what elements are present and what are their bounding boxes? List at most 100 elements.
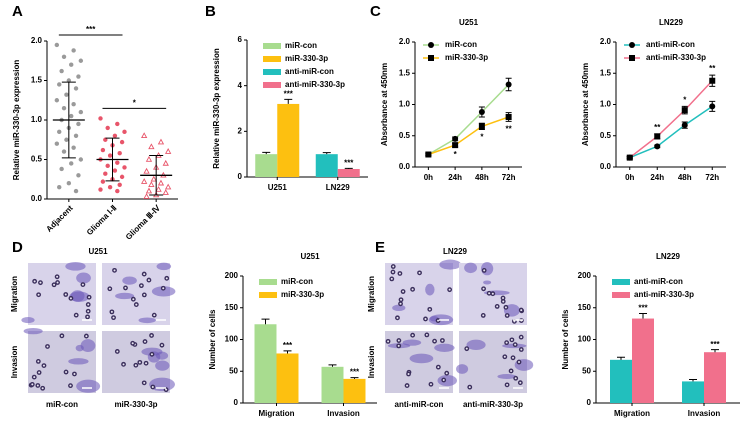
image-title: U251 xyxy=(88,247,108,256)
y-tick-label: 2.0 xyxy=(399,37,411,46)
y-tick-label: 0.5 xyxy=(399,131,411,140)
error-bar xyxy=(639,312,647,319)
pore-center xyxy=(512,356,515,359)
x-tick-label: U251 xyxy=(268,183,288,192)
series-line xyxy=(629,80,713,159)
y-tick-label: 2.0 xyxy=(600,37,612,46)
data-point xyxy=(69,113,74,119)
error-bar xyxy=(261,318,270,325)
data-point xyxy=(105,163,110,169)
marker xyxy=(452,135,459,142)
pore-center xyxy=(151,385,154,388)
pore-center xyxy=(143,293,146,296)
cell-stain xyxy=(122,276,137,285)
y-tick-label: 4 xyxy=(238,81,243,90)
marker xyxy=(681,122,688,129)
legend-swatch xyxy=(263,82,281,88)
pore-center xyxy=(396,316,399,319)
cell-stain xyxy=(69,291,90,302)
pore-center xyxy=(42,364,45,367)
pore-center xyxy=(397,344,400,347)
pore-center xyxy=(442,379,445,382)
pore-center xyxy=(86,315,89,318)
data-point xyxy=(103,171,108,176)
significance-label: *** xyxy=(350,368,360,377)
data-point xyxy=(165,148,172,154)
pore-center xyxy=(108,287,111,290)
data-point xyxy=(115,160,120,165)
pore-center xyxy=(150,353,153,356)
pore-center xyxy=(520,348,523,351)
significance-label: *** xyxy=(284,89,294,98)
marker xyxy=(654,143,661,150)
data-point xyxy=(73,86,79,91)
row-label: Migration xyxy=(367,276,376,312)
pore-center xyxy=(503,355,506,358)
y-tick-label: 50 xyxy=(229,366,238,375)
pore-center xyxy=(69,297,72,300)
pore-center xyxy=(150,334,153,337)
legend-label: miR-con xyxy=(281,277,313,286)
pore-center xyxy=(75,314,78,317)
sd-bar xyxy=(105,137,120,182)
data-point xyxy=(107,184,113,190)
data-point xyxy=(119,139,125,145)
pore-center xyxy=(510,338,513,341)
pore-center xyxy=(60,334,63,337)
data-point xyxy=(145,155,153,162)
pore-center xyxy=(488,292,491,295)
pore-center xyxy=(33,280,36,283)
data-point xyxy=(71,102,76,107)
y-tick-label: 150 xyxy=(578,303,592,312)
legend-marker xyxy=(629,55,635,61)
y-tick-label: 0 xyxy=(234,398,239,407)
bar xyxy=(610,359,632,403)
y-tick-label: 1.5 xyxy=(600,68,612,77)
data-point xyxy=(59,68,64,74)
legend-label: miR-330-3p xyxy=(285,54,328,63)
data-point xyxy=(76,121,81,127)
significance-label: * xyxy=(683,95,687,104)
pore-center xyxy=(518,361,521,364)
pore-center xyxy=(65,371,68,374)
x-tick-label: 24h xyxy=(650,173,664,182)
pore-center xyxy=(502,297,505,300)
data-point xyxy=(162,189,169,195)
error-bar xyxy=(344,167,353,170)
legend-label: miR-330-3p xyxy=(445,53,488,62)
pore-center xyxy=(153,314,156,317)
y-tick-label: 1.5 xyxy=(399,68,411,77)
pore-center xyxy=(38,371,41,374)
data-point xyxy=(57,184,62,190)
pore-center xyxy=(36,384,39,387)
pore-center xyxy=(520,336,523,339)
data-point xyxy=(148,181,155,188)
cell-stain xyxy=(23,327,43,335)
cell-stain xyxy=(68,358,89,365)
marker xyxy=(478,109,485,115)
marker xyxy=(478,123,485,130)
x-tick-label: Adjacent xyxy=(44,203,74,233)
y-axis-label: Absorbance at 450nm xyxy=(380,63,389,146)
pore-center xyxy=(88,296,91,299)
legend-marker xyxy=(428,42,434,48)
error-bar xyxy=(617,356,625,360)
cell-stain xyxy=(402,339,422,346)
data-point xyxy=(122,129,127,135)
data-point xyxy=(57,82,62,87)
panel-label: E xyxy=(375,239,385,256)
legend-label: miR-con xyxy=(285,41,317,50)
column-label: miR-con xyxy=(46,400,78,409)
cell-stain xyxy=(65,262,86,271)
pore-center xyxy=(406,384,409,387)
data-point xyxy=(155,185,162,192)
y-tick-label: 0.5 xyxy=(600,131,612,140)
pore-center xyxy=(482,287,485,290)
bar xyxy=(632,318,654,403)
row-label: Invasion xyxy=(10,346,19,379)
pore-center xyxy=(502,300,505,303)
x-tick-label: Migration xyxy=(259,409,295,418)
data-point xyxy=(78,58,84,63)
bar xyxy=(682,381,704,403)
